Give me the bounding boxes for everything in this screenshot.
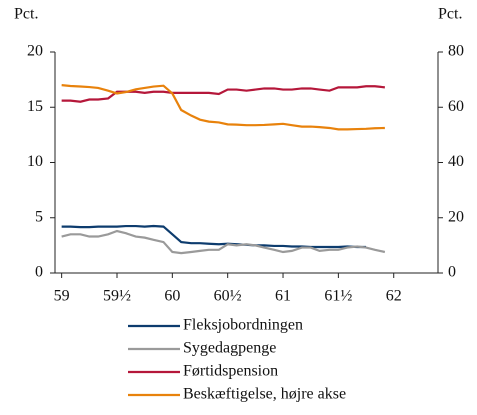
y2-axis-label: Pct. [438,6,462,23]
y2-tick-label: 0 [448,264,456,281]
y-tick-label: 20 [27,43,43,60]
y-axis-label: Pct. [14,6,38,23]
series-line [61,224,367,249]
y-tick-label: 10 [27,153,43,170]
legend-label: Sygedagpenge [183,340,276,357]
x-tick-label: 59 [54,288,70,305]
y-tick-label: 15 [27,98,43,115]
x-tick-label: 61 [275,288,291,305]
legend-label: Beskæftigelse, højre akse [183,386,346,403]
y2-tick-label: 80 [448,43,464,60]
legend-label: Førtidspension [183,363,278,380]
legend-label: Fleksjobordningen [183,317,303,334]
series-line [61,229,386,255]
y-tick-label: 0 [35,264,43,281]
y-tick-label: 5 [35,208,43,225]
y2-tick-label: 60 [448,98,464,115]
y2-tick-label: 20 [448,208,464,225]
x-tick-label: 59½ [103,288,131,305]
x-tick-label: 61½ [324,288,352,305]
series-line [61,85,385,103]
y2-tick-label: 40 [448,153,464,170]
series-line [61,84,385,131]
x-tick-label: 62 [386,288,402,305]
x-tick-label: 60 [164,288,180,305]
x-tick-label: 60½ [214,288,242,305]
